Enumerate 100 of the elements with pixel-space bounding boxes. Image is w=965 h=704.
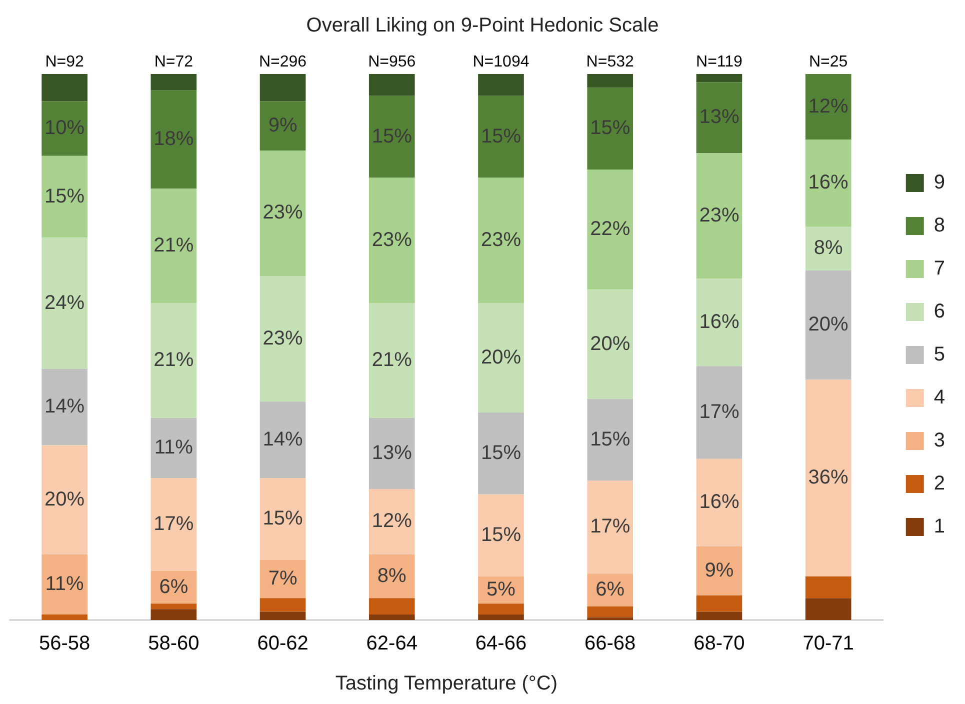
legend-label: 8 (934, 214, 945, 237)
bar (260, 150, 306, 276)
x-axis-title: Tasting Temperature (°C) (335, 672, 558, 695)
data-label: 21% (154, 234, 194, 257)
bar (150, 188, 197, 304)
data-label: 23% (699, 204, 740, 226)
data-label: 15% (590, 428, 630, 450)
bar (260, 74, 306, 102)
bar (42, 156, 88, 238)
bar (150, 303, 197, 418)
bar (260, 598, 306, 612)
data-label: 36% (808, 466, 849, 489)
x-tick-label: 66-68 (584, 632, 636, 655)
data-label: 15% (480, 524, 522, 546)
bar (150, 418, 197, 478)
bar (150, 74, 197, 90)
x-tick-label: 56-58 (38, 632, 90, 655)
bar (587, 617, 634, 620)
text: N=1094 (472, 53, 530, 70)
data-label: 15% (44, 185, 85, 208)
x-tick-label: 70-71 (802, 632, 854, 655)
bar (805, 74, 852, 140)
bar (587, 480, 634, 574)
legend-label: 4 (934, 386, 945, 409)
bar (368, 303, 415, 418)
data-label: 23% (262, 327, 304, 350)
bar (805, 140, 852, 227)
bar (587, 170, 634, 290)
bar (696, 458, 742, 546)
bar (478, 614, 524, 620)
legend-label: 2 (934, 472, 945, 495)
bar (587, 88, 634, 170)
data-label: 20% (808, 314, 849, 336)
data-label: 23% (372, 229, 412, 252)
data-label: 15% (480, 442, 522, 464)
legend-label: 9 (934, 172, 945, 194)
legend-label: 7 (934, 258, 945, 280)
bar (478, 412, 524, 494)
data-label: 11% (154, 436, 194, 459)
x-tick-label: 64-66 (475, 632, 527, 655)
bar (696, 82, 742, 154)
bar (696, 153, 742, 279)
chart-title: Overall Liking on 9-Point Hedonic Scale (306, 14, 659, 37)
bar (696, 366, 742, 459)
bar (42, 74, 88, 102)
bar (368, 74, 415, 96)
data-label: 9% (268, 114, 298, 136)
bar (150, 90, 197, 189)
bar (150, 604, 197, 610)
x-tick-label: 62-64 (366, 632, 418, 655)
bar (368, 96, 415, 178)
text: N=25 (808, 53, 848, 70)
bar (260, 101, 306, 150)
data-label: 20% (480, 346, 522, 368)
data-label: 7% (268, 568, 298, 590)
text: N=92 (45, 53, 84, 70)
bar (478, 74, 524, 96)
bar (696, 612, 742, 620)
data-label: 18% (154, 128, 194, 150)
bar (587, 398, 634, 481)
bar (42, 238, 88, 369)
data-label: 24% (44, 292, 85, 314)
bar (42, 614, 88, 620)
bar (150, 609, 197, 620)
data-label: 11% (45, 573, 84, 596)
bar (696, 74, 742, 82)
data-label: 10% (44, 117, 85, 140)
data-label: 22% (590, 218, 630, 240)
data-label: 8% (814, 237, 843, 260)
data-label: 16% (808, 172, 849, 194)
data-label: 8% (377, 564, 407, 587)
bar (805, 226, 852, 271)
text: N=532 (586, 53, 634, 70)
text: N=119 (696, 53, 743, 70)
bar (478, 303, 524, 413)
bar (696, 595, 742, 612)
x-tick-label: 68-70 (694, 632, 745, 655)
bar (805, 270, 852, 380)
bar (478, 96, 524, 178)
bar (587, 74, 634, 88)
data-label: 17% (699, 401, 740, 424)
bar (260, 612, 306, 620)
data-label: 15% (590, 117, 630, 140)
bar (478, 494, 524, 576)
data-label: 20% (590, 332, 630, 355)
x-tick-label: 60-62 (257, 632, 308, 655)
bar (368, 598, 415, 615)
bar (42, 101, 88, 156)
bar (696, 278, 742, 366)
data-label: 9% (704, 559, 734, 582)
data-label: 23% (262, 202, 304, 224)
data-label: 5% (486, 578, 516, 600)
bar (260, 560, 306, 598)
data-label: 12% (808, 95, 849, 118)
bar (42, 445, 88, 554)
bar (587, 606, 634, 618)
bar (368, 418, 415, 489)
data-label: 6% (596, 578, 625, 600)
bar (805, 598, 852, 620)
bar (587, 290, 634, 399)
